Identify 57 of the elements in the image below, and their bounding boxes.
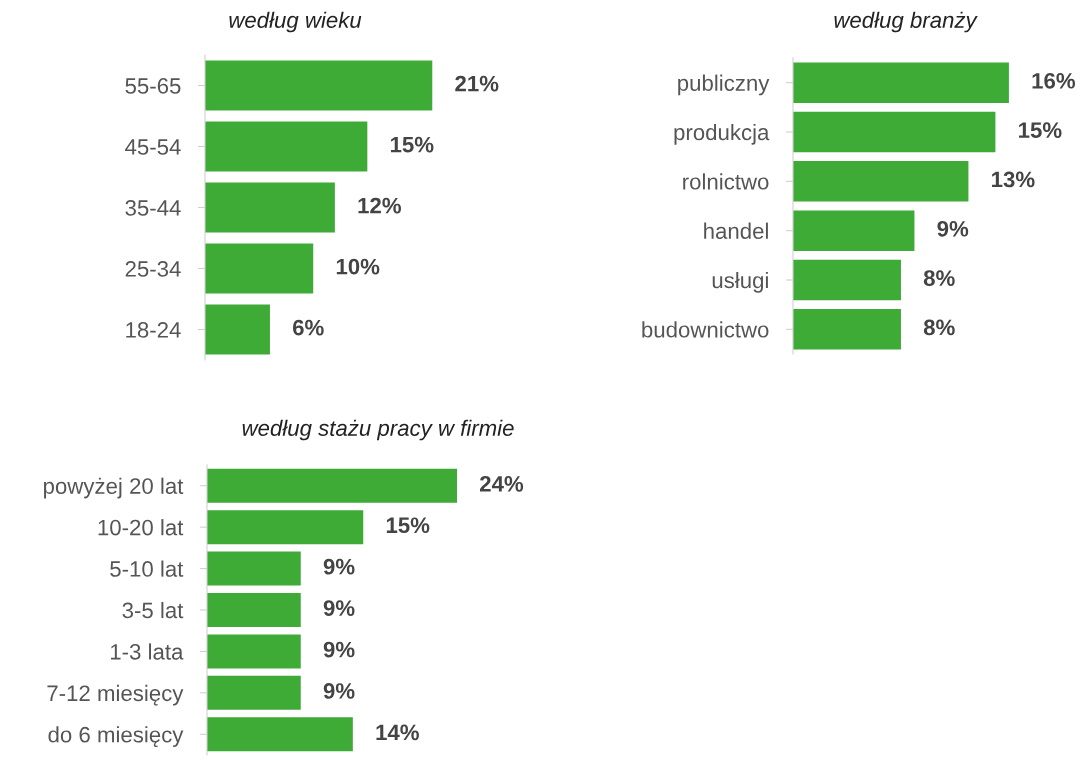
data-label: 16% <box>1032 72 1076 89</box>
bar <box>205 121 368 172</box>
data-label: 14% <box>376 724 419 741</box>
y-tick-label: usługi <box>712 271 768 293</box>
y-tick-label: powyżej 20 lat <box>44 477 184 499</box>
data-label: 8% <box>923 319 955 336</box>
bar <box>793 259 901 301</box>
data-label: 8% <box>923 270 955 286</box>
y-tick-label: budownictwo <box>642 321 769 338</box>
y-tick-label: 35-44 <box>125 200 181 216</box>
data-label: 9% <box>323 558 355 575</box>
chart-title: według wieku <box>229 11 362 33</box>
y-tick-label: handel <box>704 222 768 239</box>
bar <box>205 60 433 111</box>
y-tick-label: 7-12 miesięcy <box>47 684 184 706</box>
data-label: 13% <box>992 171 1035 188</box>
bar <box>793 111 996 153</box>
bar <box>793 210 915 251</box>
chart-title: według stażu pracy w firmie <box>242 419 514 441</box>
bar <box>205 182 335 233</box>
y-tick-label: 3-5 lat <box>122 601 184 619</box>
bar <box>207 675 301 710</box>
y-tick-label: 45-54 <box>125 139 181 155</box>
bar <box>207 634 301 669</box>
y-tick-label: produkcja <box>674 123 770 145</box>
y-tick-label: 55-65 <box>125 78 181 94</box>
data-label: 15% <box>1019 122 1062 138</box>
y-tick-label: 10-20 lat <box>98 519 184 536</box>
data-label: 12% <box>358 197 401 214</box>
bar <box>207 468 457 503</box>
data-label: 15% <box>390 136 434 153</box>
bar <box>207 510 364 545</box>
data-label: 9% <box>323 641 355 658</box>
y-tick-label: 1-3 lata <box>110 643 184 660</box>
y-tick-label: rolnictwo <box>683 173 769 190</box>
bar <box>793 161 969 202</box>
data-label: 21% <box>455 75 499 92</box>
data-label: 24% <box>479 475 524 492</box>
data-label: 9% <box>937 220 969 237</box>
data-label: 15% <box>386 517 430 534</box>
data-label: 10% <box>336 258 380 275</box>
data-label: 9% <box>323 683 355 699</box>
bar <box>207 551 301 586</box>
data-label: 6% <box>292 319 324 336</box>
bar <box>205 243 314 294</box>
y-tick-label: 5-10 lat <box>110 560 184 577</box>
bar <box>207 593 301 627</box>
y-tick-label: publiczny <box>678 74 770 96</box>
y-tick-label: 25-34 <box>125 261 181 277</box>
bar <box>205 304 270 355</box>
bar <box>207 717 353 752</box>
y-tick-label: 18-24 <box>126 322 181 338</box>
bar <box>793 62 1009 103</box>
data-label: 9% <box>323 600 355 616</box>
y-tick-label: do 6 miesięcy <box>48 726 184 747</box>
chart-title: według branży <box>834 11 978 33</box>
bar <box>793 309 901 350</box>
